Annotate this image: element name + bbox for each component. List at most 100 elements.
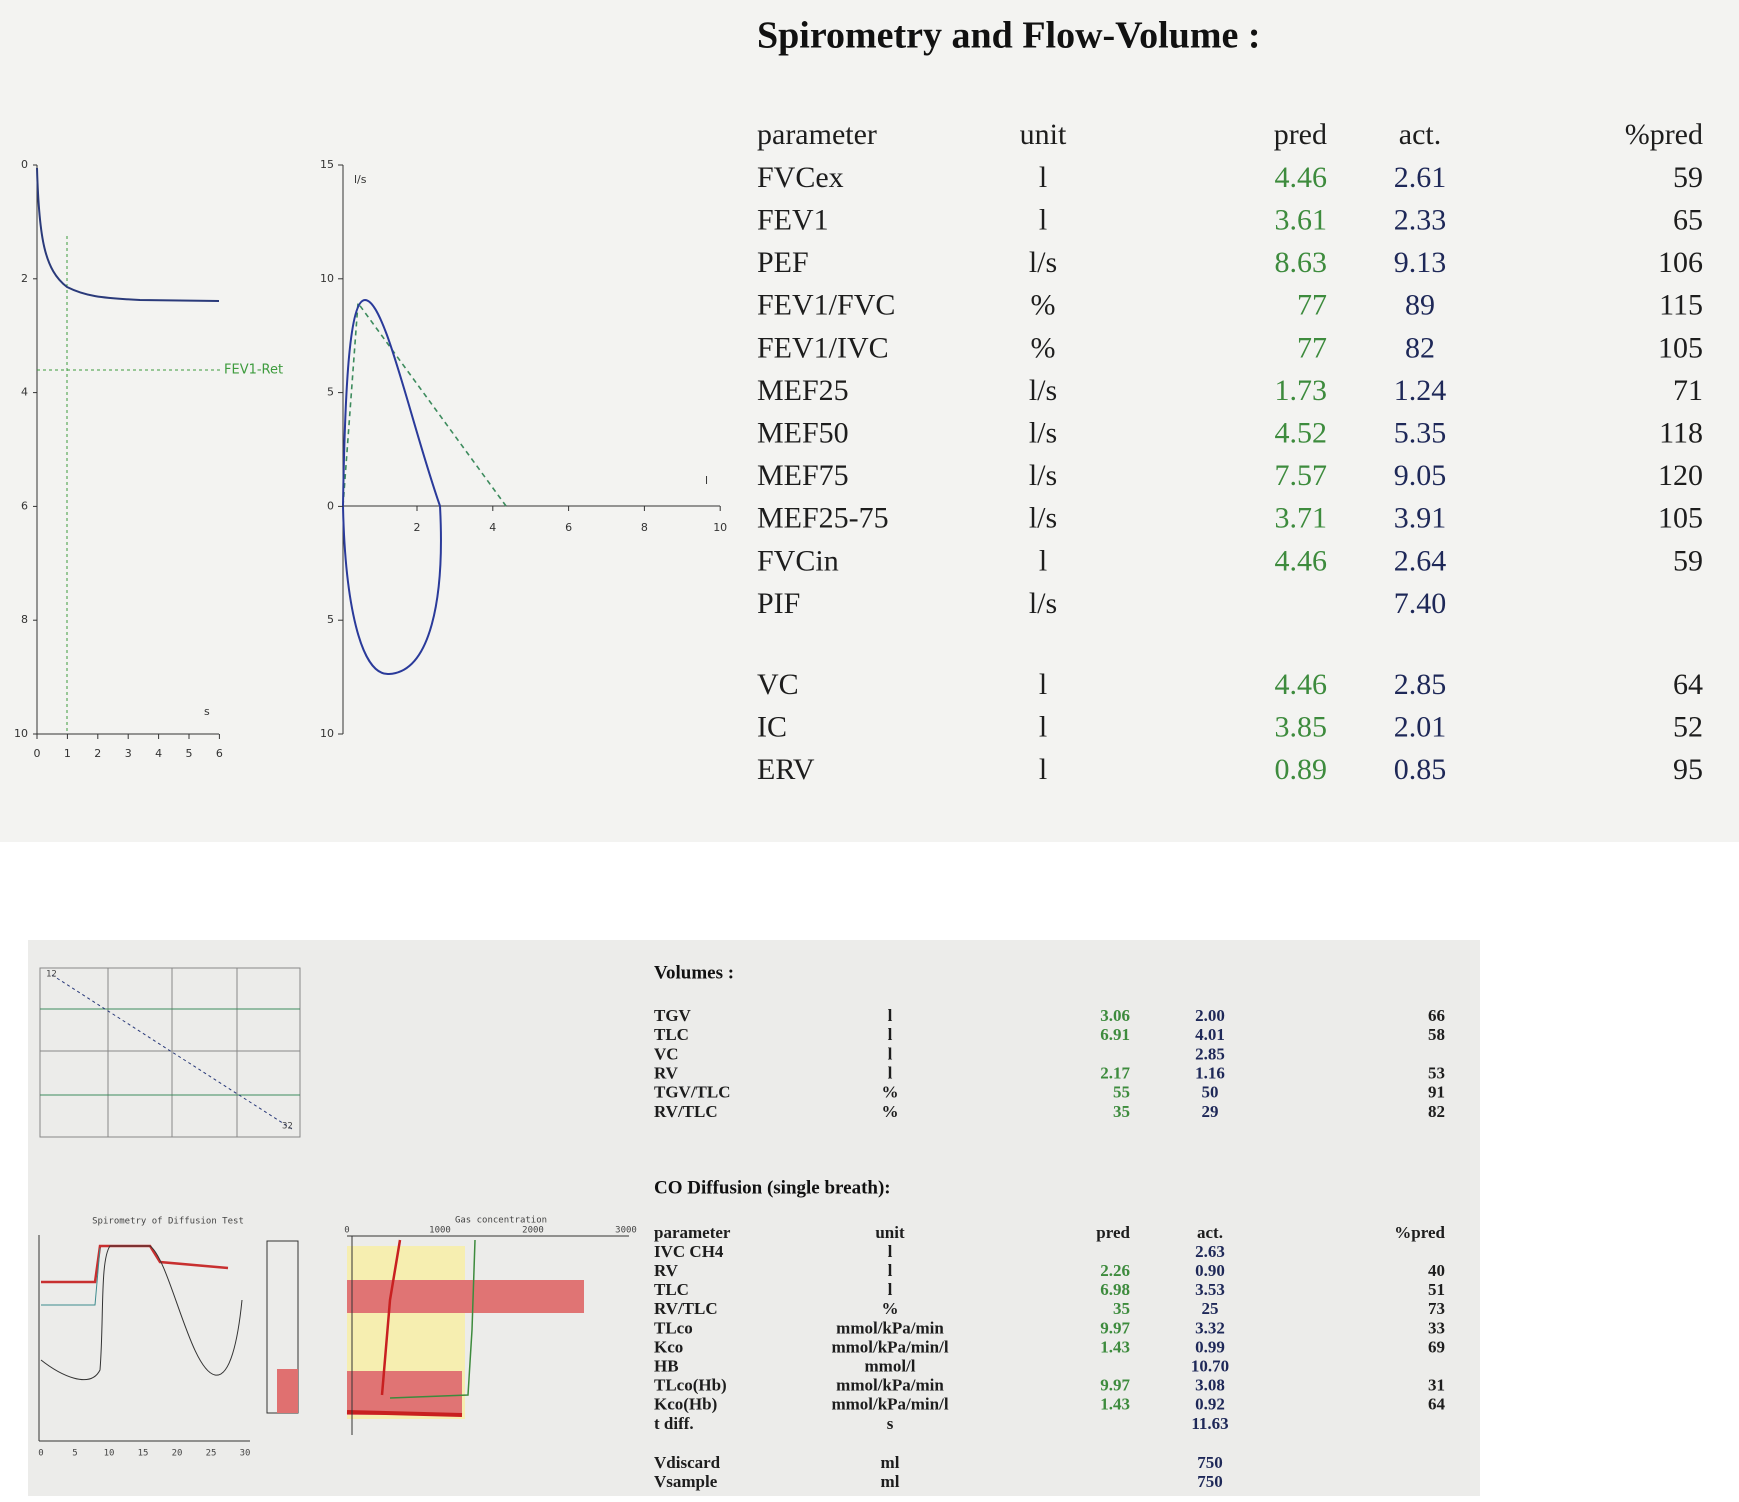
param-cell: MEF25-75 [757, 502, 889, 535]
pred-cell: 35 [1113, 1102, 1130, 1121]
unit-cell: ml [881, 1453, 900, 1472]
pct-cell: 66 [1428, 1006, 1445, 1025]
pred-cell: 6.98 [1100, 1280, 1130, 1299]
pct-cell: 65 [1673, 203, 1703, 236]
param-cell: Kco [654, 1337, 683, 1356]
pred-cell: 4.46 [1275, 161, 1328, 194]
param-cell: VC [654, 1044, 679, 1063]
unit-cell: l [888, 1006, 893, 1025]
unit-cell: l [888, 1044, 893, 1063]
pred-cell: 8.63 [1275, 246, 1328, 279]
param-cell: RV/TLC [654, 1102, 718, 1121]
pct-cell: 71 [1673, 374, 1703, 407]
x-tick-label: 2 [414, 521, 421, 534]
pred-cell: 9.97 [1100, 1318, 1130, 1337]
param-cell: ERV [757, 753, 815, 786]
x-tick-label: 0 [344, 1226, 349, 1236]
unit-cell: % [1031, 331, 1056, 364]
unit-cell: l/s [1029, 502, 1057, 535]
unit-cell: l/s [1029, 374, 1057, 407]
act-cell: 9.13 [1394, 246, 1447, 279]
unit-cell: l [888, 1242, 893, 1261]
pred-cell: 3.06 [1100, 1006, 1130, 1025]
x-tick-label: 3 [125, 747, 132, 760]
param-cell: TGV/TLC [654, 1083, 731, 1102]
pct-cell: 91 [1428, 1083, 1445, 1102]
red-bar [347, 1371, 462, 1415]
unit-cell: l/s [1029, 416, 1057, 449]
ch4-trace [389, 1239, 476, 1399]
pct-cell: 59 [1673, 544, 1703, 577]
chart-title: Gas concentration [455, 1216, 547, 1226]
act-cell: 2.01 [1394, 710, 1447, 743]
column-header: %pred [1394, 1223, 1445, 1242]
act-cell: 4.01 [1195, 1025, 1225, 1044]
y-tick-label: 5 [327, 386, 334, 399]
pred-cell: 9.97 [1100, 1376, 1130, 1395]
unit-cell: l [1039, 203, 1047, 236]
act-cell: 2.85 [1394, 668, 1447, 701]
teal-trace [41, 1247, 101, 1306]
y-tick-label: 10 [320, 727, 334, 740]
param-cell: PEF [757, 246, 809, 279]
unit-cell: mmol/kPa/min [836, 1318, 944, 1337]
unit-cell: l/s [1029, 246, 1057, 279]
act-cell: 2.61 [1394, 161, 1447, 194]
pred-cell: 1.73 [1275, 374, 1328, 407]
column-header: %pred [1625, 118, 1703, 151]
param-cell: FEV1 [757, 203, 829, 236]
unit-cell: l/s [1029, 459, 1057, 492]
pct-cell: 52 [1673, 710, 1703, 743]
param-cell: Vdiscard [654, 1453, 721, 1472]
chart-title: Spirometry of Diffusion Test [92, 1217, 244, 1227]
pred-cell: 1.43 [1100, 1395, 1130, 1414]
act-cell: 0.99 [1195, 1337, 1225, 1356]
column-header: pred [1096, 1223, 1130, 1242]
act-cell: 0.90 [1195, 1261, 1225, 1280]
x-tick-label: 20 [172, 1449, 183, 1459]
unit-cell: l [1039, 753, 1047, 786]
param-cell: MEF50 [757, 416, 849, 449]
y-tick-label: 10 [14, 727, 28, 740]
param-cell: TLco [654, 1318, 693, 1337]
x-tick-label: 10 [713, 521, 727, 534]
unit-cell: l/s [1029, 587, 1057, 620]
act-cell: 82 [1405, 331, 1435, 364]
param-cell: TGV [654, 1006, 692, 1025]
column-header: act. [1197, 1223, 1223, 1242]
param-cell: MEF25 [757, 374, 849, 407]
x-tick-label: 6 [565, 521, 572, 534]
column-header: act. [1399, 118, 1441, 151]
x-tick-label: 5 [72, 1449, 77, 1459]
x-tick-label: 4 [155, 747, 162, 760]
pred-cell: 3.61 [1275, 203, 1328, 236]
x-tick-label: 0 [34, 747, 41, 760]
y-tick-label: 4 [21, 386, 28, 399]
unit-cell: l [1039, 161, 1047, 194]
y-tick-label: 0 [327, 499, 334, 512]
pred-cell: 3.85 [1275, 710, 1328, 743]
y-tick-label: 0 [21, 158, 28, 171]
act-cell: 0.92 [1195, 1395, 1225, 1414]
pred-cell: 6.91 [1100, 1025, 1130, 1044]
param-cell: t diff. [654, 1414, 694, 1433]
act-cell: 1.16 [1195, 1064, 1225, 1083]
act-cell: 2.85 [1195, 1044, 1225, 1063]
param-cell: IVC CH4 [654, 1242, 724, 1261]
act-cell: 11.63 [1191, 1414, 1228, 1433]
x-tick-label: 10 [104, 1449, 115, 1459]
pct-cell: 105 [1658, 502, 1703, 535]
co-diffusion-title: CO Diffusion (single breath): [654, 1177, 891, 1198]
param-cell: RV [654, 1261, 679, 1280]
pct-cell: 73 [1428, 1299, 1445, 1318]
act-cell: 7.40 [1394, 587, 1447, 620]
x-tick-label: 5 [186, 747, 193, 760]
unit-cell: l [1039, 710, 1047, 743]
act-cell: 9.05 [1394, 459, 1447, 492]
pred-cell: 2.17 [1100, 1064, 1130, 1083]
act-cell: 3.08 [1195, 1376, 1225, 1395]
pct-cell: 59 [1673, 161, 1703, 194]
black-trace [40, 1245, 243, 1381]
unit-cell: ml [881, 1472, 900, 1491]
